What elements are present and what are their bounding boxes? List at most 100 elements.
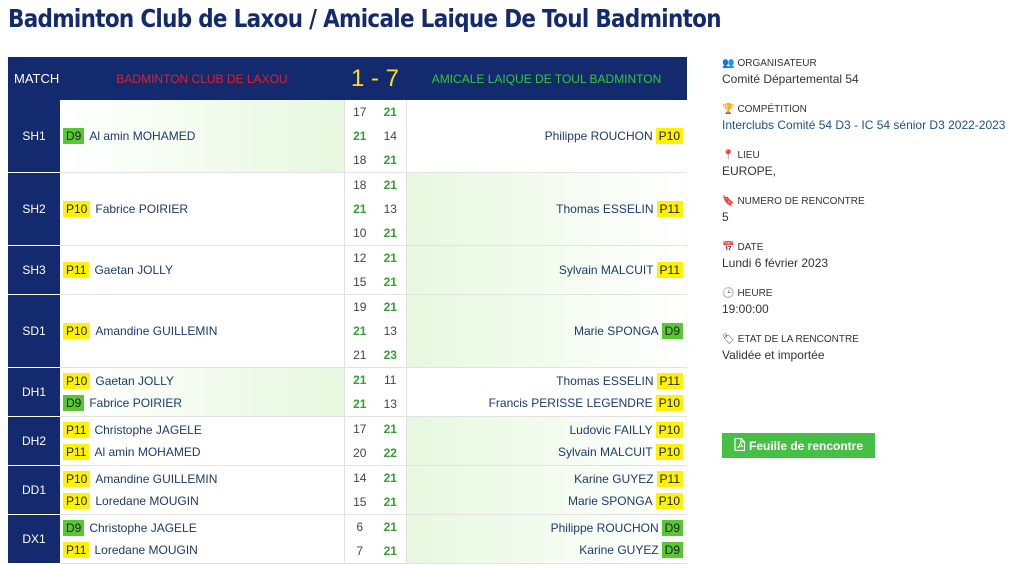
home-game-score: 15	[353, 275, 367, 289]
game-score-line: 21 14	[345, 124, 406, 148]
player-entry: Marie SPONGA P10	[407, 490, 688, 512]
player-name-link[interactable]: Loredane MOUGIN	[94, 543, 198, 557]
player-name-link[interactable]: Thomas ESSELIN	[556, 374, 654, 388]
match-code: DH2	[8, 416, 60, 466]
player-name-link[interactable]: Fabrice POIRIER	[89, 396, 183, 410]
match-row-sh2: SH2 P10 Fabrice POIRIER 18 21 21 13 10 21 Thomas …	[8, 172, 688, 246]
player-name-link[interactable]: Gaetan JOLLY	[94, 263, 173, 277]
player-name-link[interactable]: Al amin MOHAMED	[89, 129, 196, 143]
info-item: 🕒 HEURE 19:00:00	[722, 288, 1022, 316]
away-game-score: 21	[383, 226, 397, 240]
home-players: P11 Christophe JAGELE P11 Al amin MOHAMED	[60, 417, 344, 466]
player-name-link[interactable]: Christophe JAGELE	[89, 521, 197, 535]
home-game-score: 14	[353, 471, 367, 485]
player-name-link[interactable]: Karine GUYEZ	[574, 472, 654, 486]
info-label: 🏆 COMPÉTITION	[722, 104, 1022, 115]
away-game-score: 21	[383, 422, 397, 436]
match-sheet-button[interactable]: Feuille de rencontre	[722, 433, 875, 458]
rank-badge: P11	[63, 444, 90, 460]
player-name-link[interactable]: Sylvain MALCUIT	[558, 263, 654, 277]
game-scores: 17 21 21 14 18 21	[343, 100, 407, 173]
rank-badge: P10	[655, 422, 683, 438]
game-score-line: 21 13	[345, 197, 406, 221]
info-value: Validée et importée	[722, 348, 825, 362]
home-game-score: 18	[353, 153, 367, 167]
match-code: DD1	[8, 465, 60, 515]
info-item: 👥 ORGANISATEUR Comité Départemental 54	[722, 58, 1022, 86]
game-score-line: 6 21	[345, 515, 406, 539]
match-sheet-label: Feuille de rencontre	[748, 438, 864, 453]
player-entry: Francis PERISSE LEGENDRE P10	[407, 392, 688, 414]
player-name-link[interactable]: Gaetan JOLLY	[95, 374, 174, 388]
home-players: D9 Al amin MOHAMED	[60, 100, 344, 173]
table-header: MATCH BADMINTON CLUB DE LAXOU 1 - 7 AMIC…	[8, 57, 687, 100]
game-score-line: 21 23	[345, 343, 406, 367]
home-game-score: 17	[353, 105, 367, 119]
match-row-dx1: DX1 D9 Christophe JAGELE P11 Loredane MOUGIN…	[8, 514, 687, 564]
player-name-link[interactable]: Marie SPONGA	[567, 494, 653, 508]
rank-badge: P11	[656, 262, 683, 278]
home-game-score: 18	[353, 178, 367, 192]
info-value-link[interactable]: Interclubs Comité 54 D3 - IC 54 sénior D…	[722, 118, 1006, 132]
clock-icon: 🕒	[722, 288, 735, 299]
info-label: 📅 DATE	[722, 242, 1022, 253]
home-players: P10 Fabrice POIRIER	[60, 173, 344, 246]
match-table: MATCH BADMINTON CLUB DE LAXOU 1 - 7 AMIC…	[8, 57, 687, 564]
match-info-panel: 👥 ORGANISATEUR Comité Départemental 54 🏆 COM…	[722, 58, 1022, 380]
player-name-link[interactable]: Sylvain MALCUIT	[557, 445, 653, 459]
player-name-link[interactable]: Amandine GUILLEMIN	[95, 472, 218, 486]
player-name-link[interactable]: Francis PERISSE LEGENDRE	[488, 396, 653, 410]
home-game-score: 21	[353, 373, 367, 387]
home-game-score: 20	[353, 446, 367, 460]
player-entry: D9 Al amin MOHAMED	[60, 125, 344, 147]
away-game-score: 21	[383, 544, 397, 558]
game-score-line: 12 21	[345, 246, 406, 270]
game-score-line: 17 21	[345, 417, 406, 441]
match-row-sh3: SH3 P11 Gaetan JOLLY 12 21 15 21 Sylvain MALCUI…	[8, 245, 687, 295]
info-label: 🏷 ETAT DE LA RENCONTRE	[722, 334, 1022, 345]
player-name-link[interactable]: Philippe ROUCHON	[550, 521, 659, 535]
player-entry: Thomas ESSELIN P11	[407, 198, 688, 220]
trophy-icon: 🏆	[722, 104, 735, 115]
player-name-link[interactable]: Marie SPONGA	[573, 324, 659, 338]
home-game-score: 7	[356, 544, 364, 558]
player-name-link[interactable]: Al amin MOHAMED	[94, 445, 201, 459]
player-entry: P11 Christophe JAGELE	[60, 419, 344, 441]
away-game-score: 21	[383, 178, 397, 192]
info-label: 👥 ORGANISATEUR	[722, 58, 1022, 69]
player-name-link[interactable]: Loredane MOUGIN	[95, 494, 199, 508]
home-game-score: 17	[353, 422, 367, 436]
player-name-link[interactable]: Karine GUYEZ	[579, 543, 659, 557]
info-label-text: ETAT DE LA RENCONTRE	[737, 334, 859, 345]
player-name-link[interactable]: Christophe JAGELE	[94, 423, 202, 437]
player-name-link[interactable]: Fabrice POIRIER	[95, 202, 189, 216]
away-game-score: 11	[384, 373, 397, 387]
game-scores: 21 11 21 13	[343, 367, 407, 417]
player-name-link[interactable]: Philippe ROUCHON	[544, 129, 653, 143]
game-score-line: 14 21	[345, 466, 406, 490]
info-label-text: LIEU	[737, 150, 760, 161]
player-name-link[interactable]: Thomas ESSELIN	[556, 202, 654, 216]
bookmark-icon: 🔖	[722, 196, 735, 207]
home-players: P10 Amandine GUILLEMIN P10 Loredane MOUGIN	[60, 466, 344, 515]
away-team-name[interactable]: AMICALE LAIQUE DE TOUL BADMINTON	[406, 57, 687, 100]
info-value: Comité Départemental 54	[722, 72, 859, 86]
game-scores: 18 21 21 13 10 21	[343, 172, 407, 246]
map-marker-icon: 📍	[722, 150, 735, 161]
player-entry: Marie SPONGA D9	[407, 320, 688, 342]
away-players: Philippe ROUCHON P10	[406, 100, 687, 173]
rank-badge: D9	[661, 520, 683, 536]
tag-icon: 🏷	[722, 334, 735, 345]
player-name-link[interactable]: Ludovic FAILLY	[569, 423, 653, 437]
player-entry: P11 Al amin MOHAMED	[60, 441, 344, 463]
away-game-score: 21	[383, 105, 397, 119]
page-title: Badminton Club de Laxou / Amicale Laique…	[8, 4, 722, 33]
home-team-name[interactable]: BADMINTON CLUB DE LAXOU	[60, 57, 344, 100]
away-players: Karine GUYEZ P11 Marie SPONGA P10	[406, 465, 688, 515]
player-entry: D9 Fabrice POIRIER	[60, 392, 344, 414]
rank-badge: P10	[63, 493, 91, 509]
away-game-score: 23	[383, 348, 397, 362]
player-name-link[interactable]: Amandine GUILLEMIN	[95, 324, 218, 338]
away-players: Thomas ESSELIN P11	[406, 172, 688, 246]
player-entry: P10 Gaetan JOLLY	[60, 370, 344, 392]
